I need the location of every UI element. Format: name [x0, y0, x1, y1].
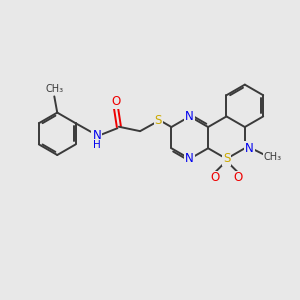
Text: S: S: [223, 152, 230, 165]
Text: N: N: [185, 110, 194, 123]
Text: N: N: [245, 142, 254, 155]
Text: O: O: [111, 94, 121, 108]
Text: CH₃: CH₃: [46, 84, 64, 94]
Text: N: N: [92, 129, 101, 142]
Text: O: O: [233, 172, 242, 184]
Text: CH₃: CH₃: [263, 152, 282, 162]
Text: S: S: [155, 114, 162, 127]
Text: N: N: [185, 152, 194, 165]
Text: O: O: [211, 172, 220, 184]
Text: H: H: [93, 140, 101, 150]
